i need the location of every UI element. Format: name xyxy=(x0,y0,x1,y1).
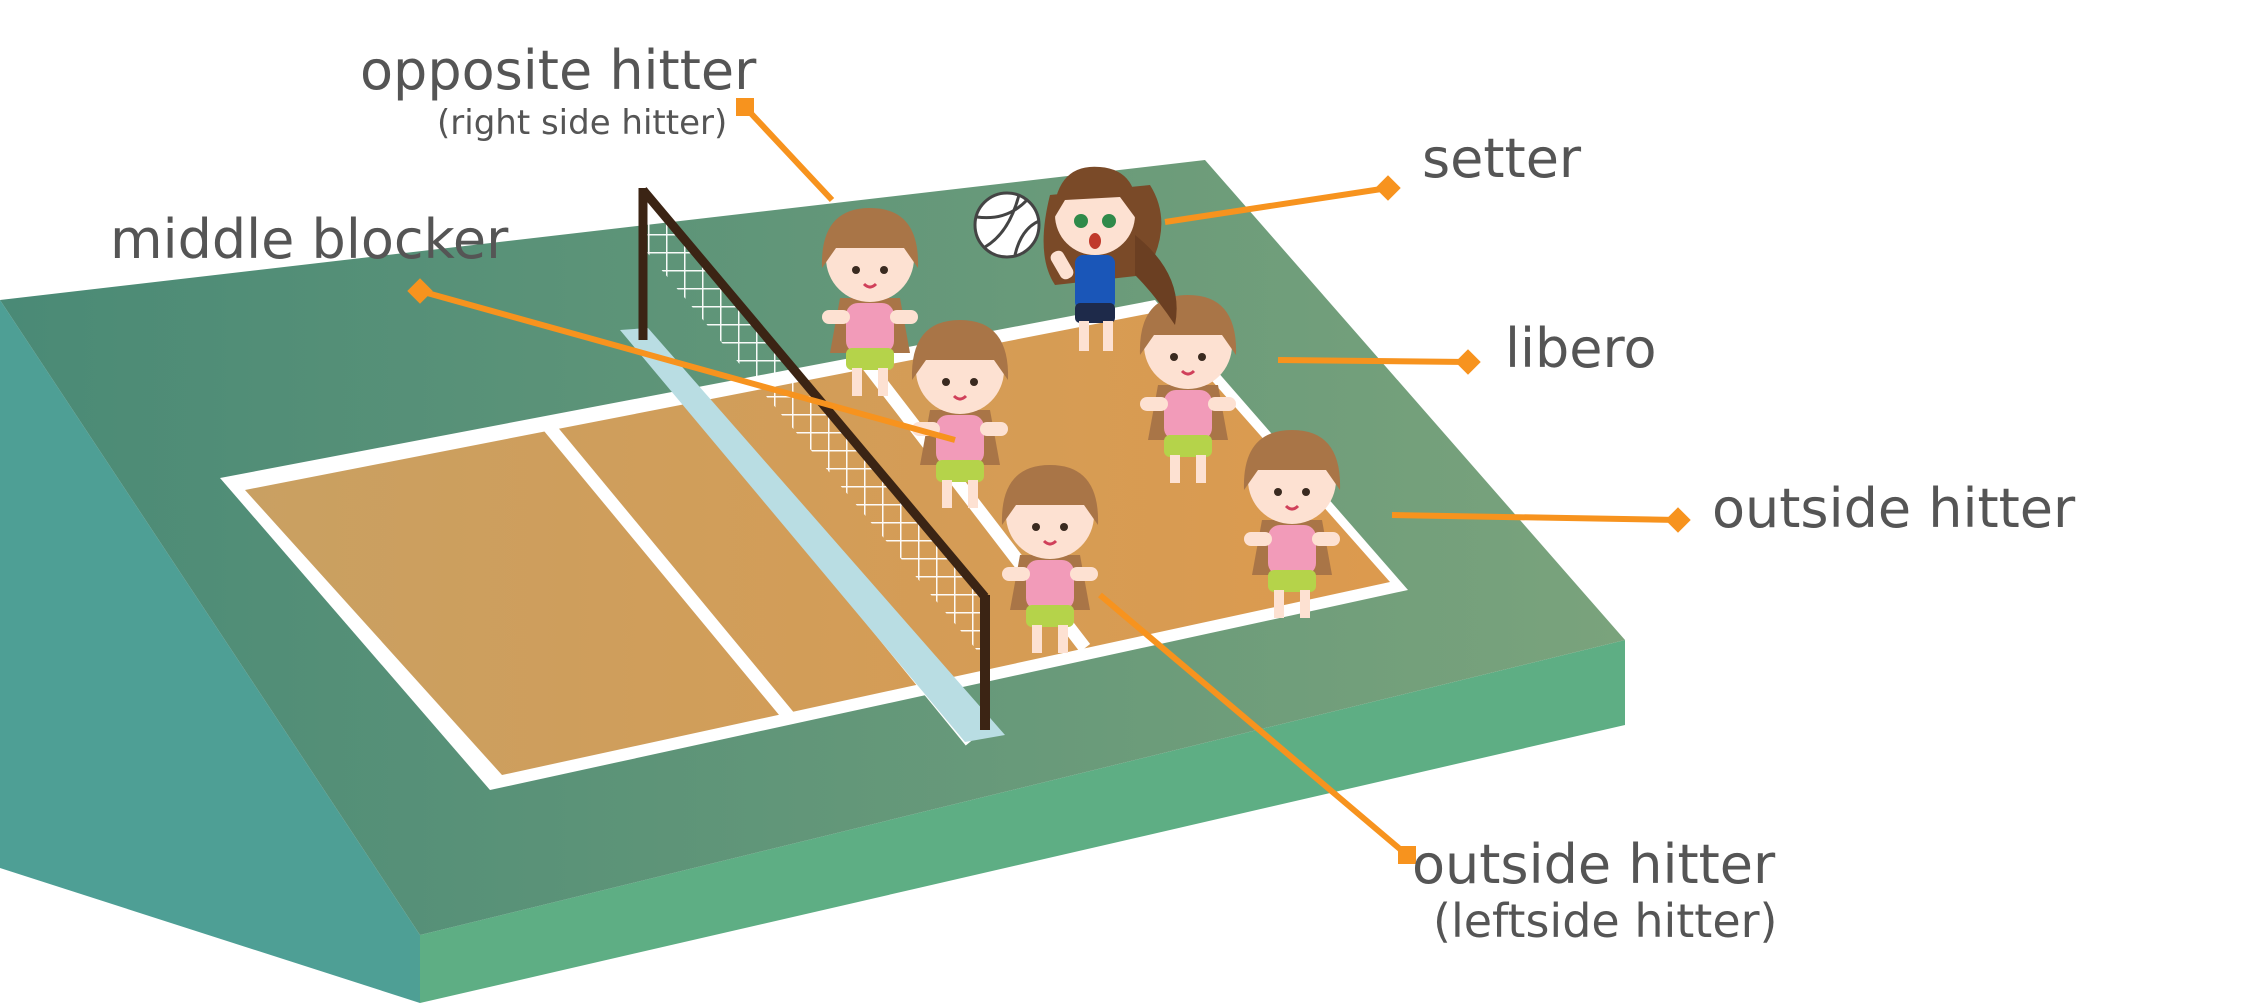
net-mesh xyxy=(645,195,985,660)
label-outside-hitter-bottom-sub: (leftside hitter) xyxy=(1433,894,1778,948)
court xyxy=(220,300,1408,790)
attack-line-left xyxy=(539,417,796,723)
player-libero xyxy=(1139,295,1237,483)
label-middle-blocker: middle blocker xyxy=(110,208,509,271)
label-opposite-hitter-sub: (right side hitter) xyxy=(437,103,728,143)
setter-figure-icon xyxy=(1043,166,1177,351)
leader-lines xyxy=(419,104,1679,858)
label-opposite-hitter: opposite hitter xyxy=(360,39,757,102)
leader-setter xyxy=(1164,185,1389,225)
leader-opposite-hitter xyxy=(742,104,835,203)
leader-setter-marker xyxy=(1375,175,1401,201)
leader-libero-marker xyxy=(1455,349,1481,375)
volleyball-icon xyxy=(973,191,1041,259)
center-line-shadow xyxy=(620,328,1005,742)
leader-outside-hitter-bottom xyxy=(1098,592,1409,858)
net-top-band xyxy=(639,187,989,600)
label-outside-hitter-bottom: outside hitter xyxy=(1412,833,1776,896)
player-opposite-hitter xyxy=(821,208,919,396)
label-libero: libero xyxy=(1505,317,1657,380)
platform-left-side xyxy=(0,300,420,1003)
player-outside-hitter-right xyxy=(1243,430,1341,618)
leader-outside-hitter-right-marker xyxy=(1665,507,1691,533)
label-outside-hitter-right: outside hitter xyxy=(1712,477,2076,540)
volleyball-net xyxy=(638,187,990,730)
leader-outside-hitter-right xyxy=(1391,512,1679,523)
leader-outside-hitter-bottom-marker xyxy=(1398,846,1416,864)
player-outside-hitter-left xyxy=(1001,465,1099,653)
leader-middle-blocker xyxy=(419,288,956,443)
leader-libero xyxy=(1277,357,1469,365)
leader-middle-blocker-marker xyxy=(407,278,433,304)
leader-opposite-hitter-marker xyxy=(736,98,754,116)
label-setter: setter xyxy=(1422,127,1582,190)
platform-front-side xyxy=(420,640,1625,1003)
player-middle-blocker xyxy=(911,320,1009,508)
